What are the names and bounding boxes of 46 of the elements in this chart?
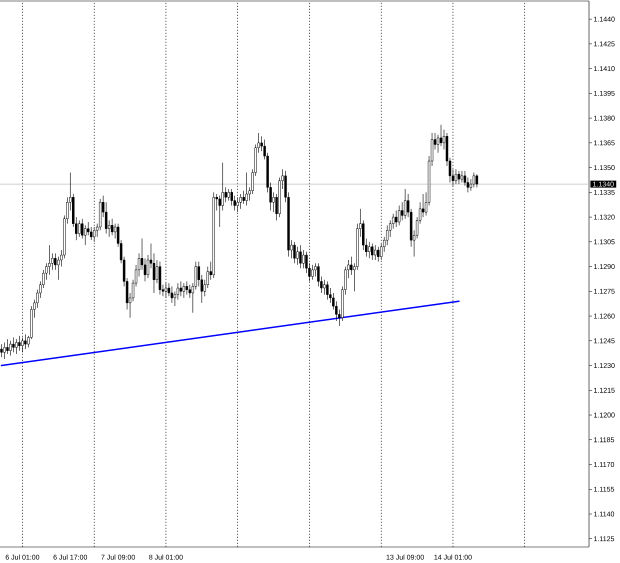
candlestick [158, 261, 162, 295]
candlestick [293, 242, 296, 264]
candlestick [15, 338, 18, 354]
candlestick [3, 342, 6, 360]
candlestick [218, 195, 221, 228]
candlestick [296, 246, 299, 266]
candlestick [170, 286, 174, 304]
candlestick [400, 202, 404, 221]
candlestick [12, 337, 15, 353]
candlestick [458, 170, 460, 184]
candlestick [0, 344, 3, 358]
candlestick [311, 264, 314, 280]
candlestick [376, 246, 380, 262]
candlestick [180, 281, 182, 297]
candlestick [84, 225, 86, 246]
candlestick [245, 172, 248, 206]
candlestick [326, 281, 329, 300]
candlestick [454, 168, 458, 184]
candlestick [9, 340, 12, 356]
candlestick [460, 170, 464, 183]
candlestick [78, 220, 80, 238]
candlestick [368, 242, 370, 259]
candlestick [239, 194, 242, 210]
candlestick [476, 174, 478, 188]
candlestick [227, 188, 230, 201]
candlestick [422, 194, 424, 218]
candlestick [182, 282, 186, 298]
candlestick [371, 243, 374, 260]
candlestick [18, 336, 21, 352]
candlestick [323, 279, 326, 295]
candlestick [86, 222, 90, 236]
candlestick [394, 210, 398, 228]
candlestick [186, 281, 188, 295]
candlestick [299, 244, 302, 269]
candlestick [302, 250, 305, 269]
candlestick [440, 124, 442, 146]
candlestick [224, 187, 227, 203]
candlestick [374, 244, 376, 260]
candlestick [110, 218, 114, 236]
candlestick [24, 334, 27, 350]
candlestick [398, 205, 400, 226]
candlestick [242, 190, 245, 204]
candlestick [6, 338, 9, 354]
candlestick [472, 172, 476, 188]
candlestick [404, 188, 406, 220]
candlestick [188, 284, 192, 298]
